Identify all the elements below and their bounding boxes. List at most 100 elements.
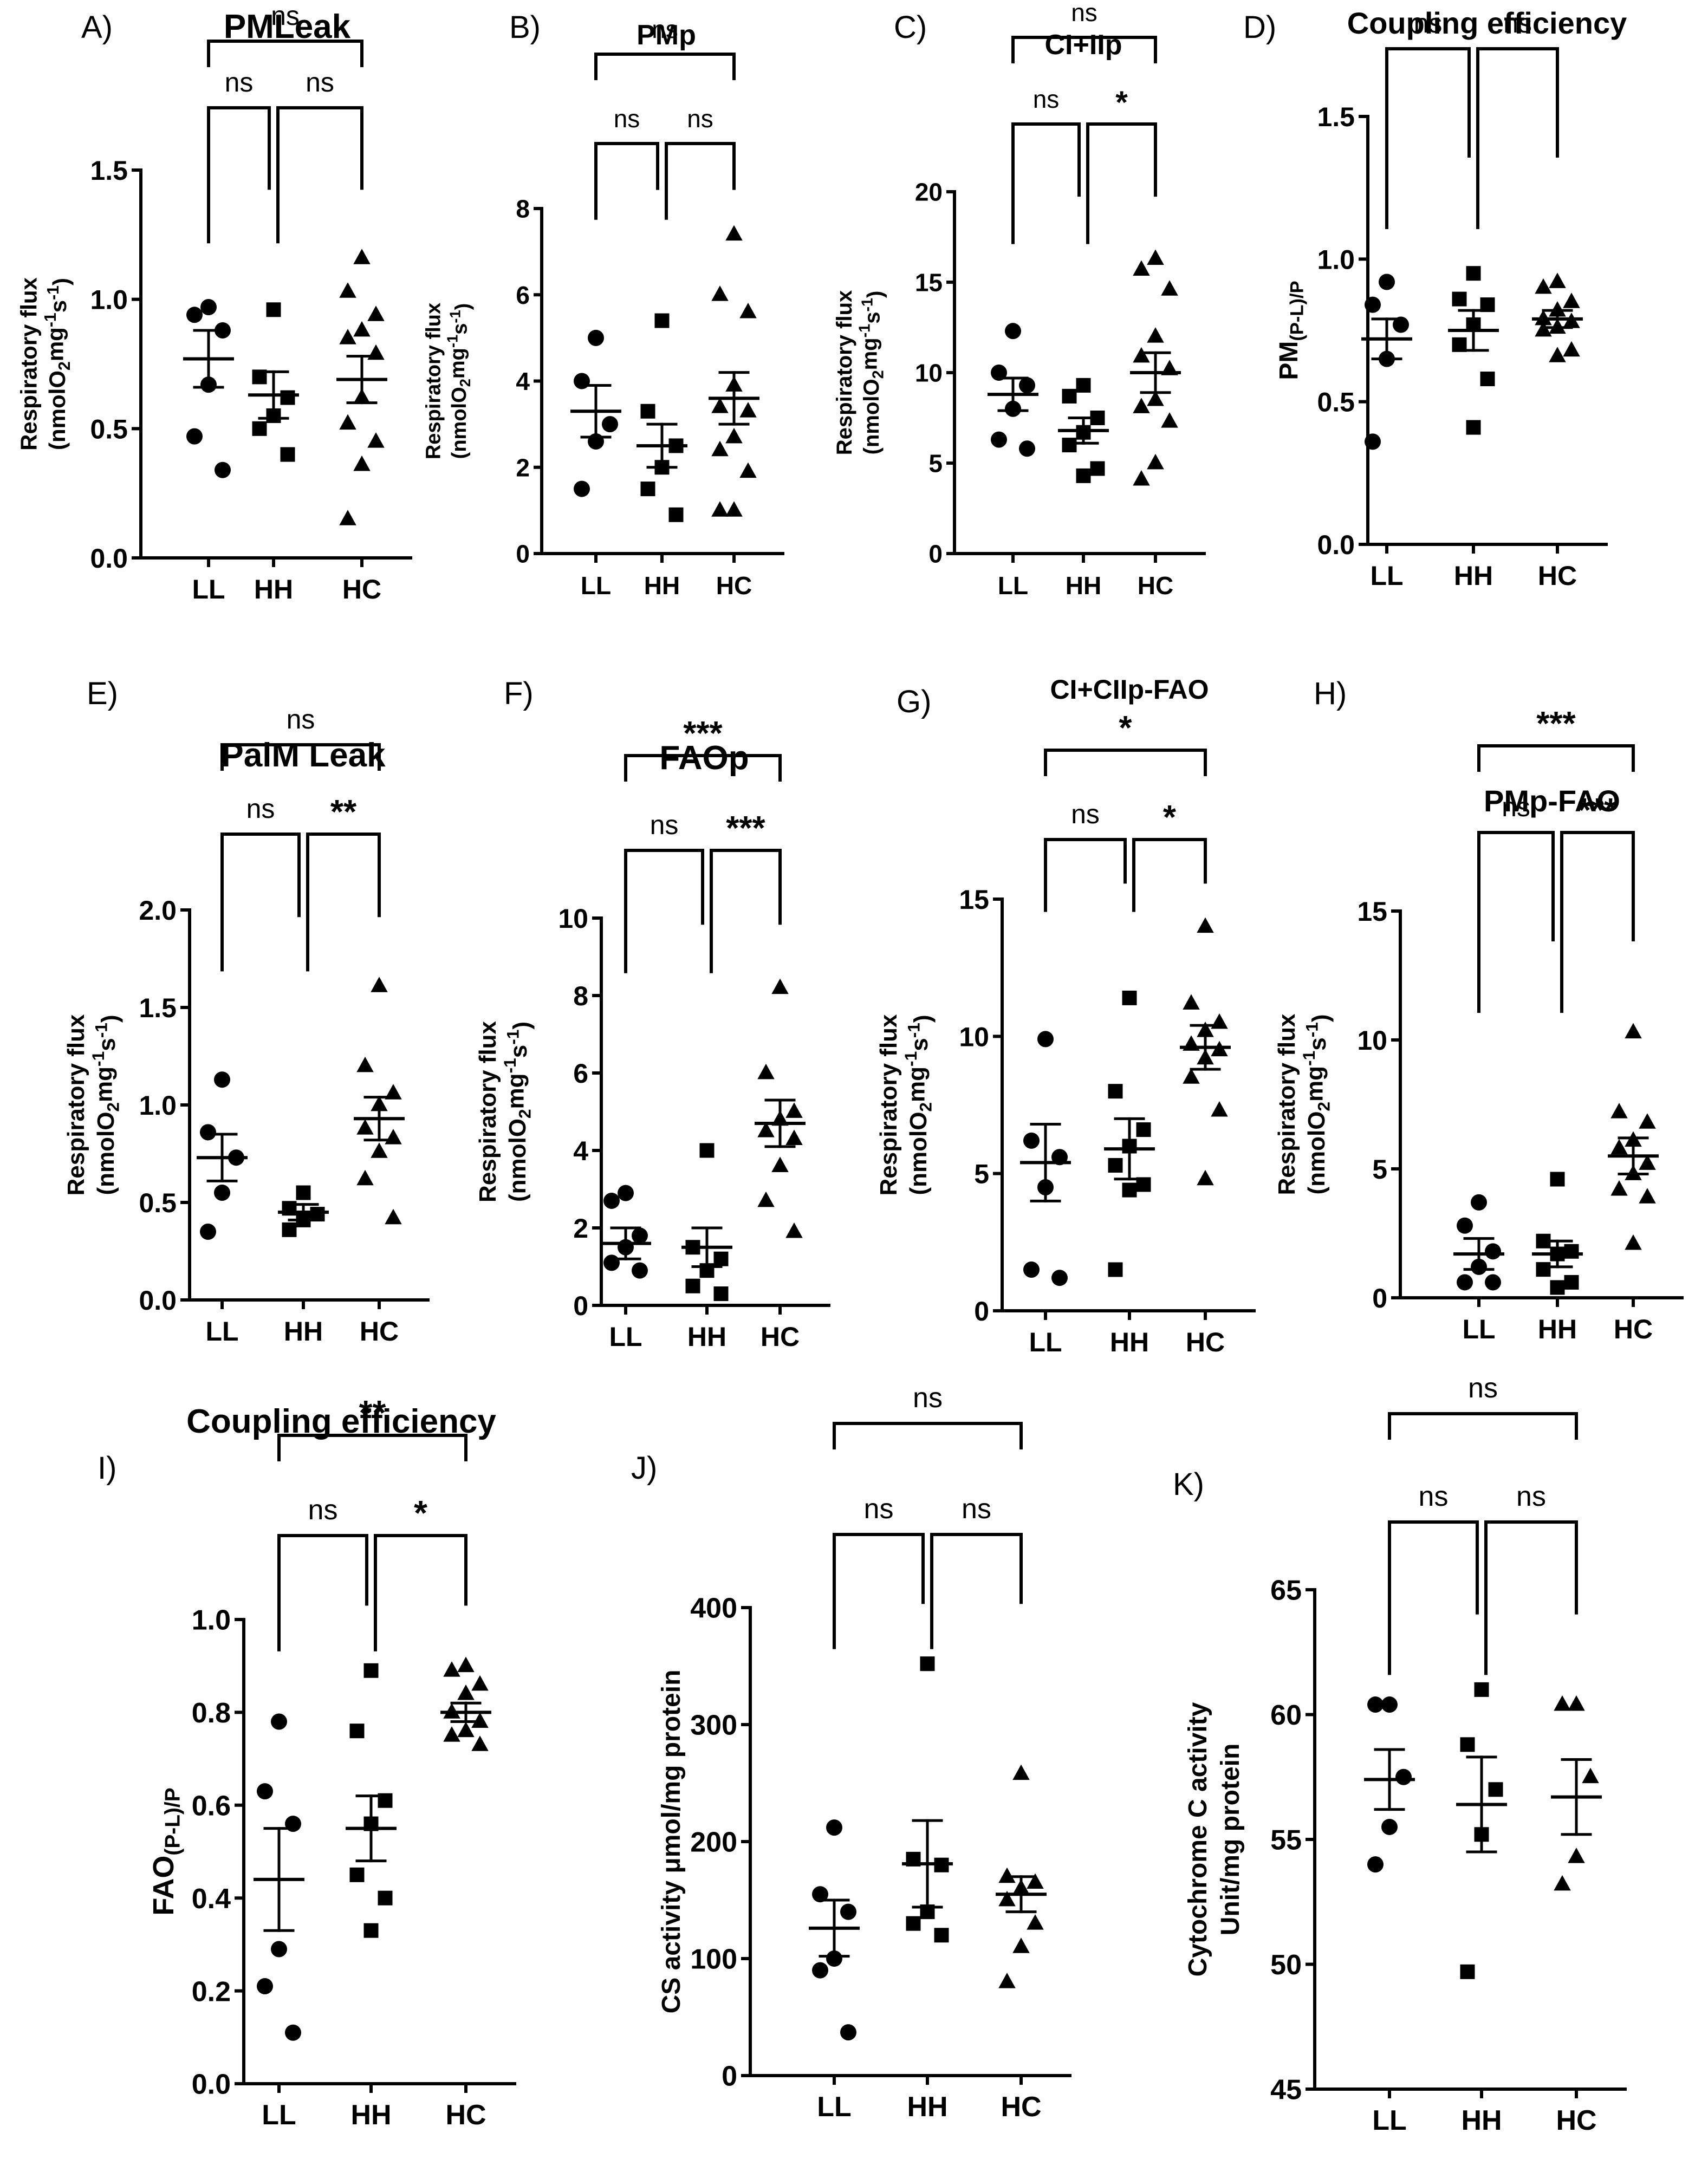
data-point — [1147, 327, 1164, 343]
significance-label: ns — [1071, 0, 1097, 27]
significance-label: ns — [271, 1, 300, 31]
data-point — [1480, 372, 1495, 387]
data-point — [1536, 1262, 1551, 1277]
significance-label: * — [1115, 85, 1128, 120]
data-point — [356, 1169, 374, 1186]
data-point — [1639, 1188, 1656, 1204]
y-axis-label: (nmolO2mg-1s-1) — [856, 291, 887, 455]
data-point — [471, 1675, 489, 1691]
data-point — [1381, 1818, 1398, 1835]
y-axis-label: Respiratory flux — [423, 303, 445, 459]
y-tick-label: 4 — [516, 367, 530, 395]
significance-bracket: ** — [277, 1393, 467, 1461]
data-point — [771, 978, 789, 994]
data-point — [1625, 1234, 1642, 1250]
data-point — [1568, 1848, 1585, 1863]
data-point — [826, 1819, 842, 1836]
x-tick-label: LL — [1370, 561, 1403, 591]
x-tick-label: HC — [342, 574, 381, 604]
significance-label: ns — [614, 105, 640, 133]
y-axis-label: Respiratory flux — [833, 290, 856, 456]
data-point — [1485, 1274, 1501, 1291]
y-tick-label: 6 — [573, 1058, 588, 1089]
y-axis-label: (nmolO2mg-1s-1) — [901, 1015, 936, 1195]
data-point — [826, 1950, 842, 1967]
data-point — [443, 1726, 460, 1742]
significance-bracket: *** — [710, 810, 782, 973]
x-tick-label: HH — [350, 2099, 391, 2131]
data-point — [186, 428, 203, 445]
x-tick-label: LL — [609, 1322, 642, 1352]
significance-bracket: ns — [594, 15, 736, 80]
data-point — [1122, 990, 1137, 1005]
data-point — [725, 501, 743, 517]
x-tick-label: HC — [761, 1322, 800, 1352]
data-point — [200, 1124, 216, 1141]
data-point — [378, 1890, 393, 1906]
y-tick-label: 1.0 — [1317, 244, 1355, 275]
y-tick-label: 20 — [915, 178, 943, 206]
panel-d: D) Coupling efficiency 0.0 0.5 1.0 1.5 LL HH HC P… — [1243, 6, 1627, 591]
x-tick-label: HH — [1454, 561, 1493, 591]
significance-bracket: ns — [1388, 1481, 1479, 1675]
y-tick-label: 5 — [974, 1159, 989, 1189]
y-tick-label: 2.0 — [139, 895, 177, 926]
significance-bracket: ns — [930, 1493, 1023, 1649]
significance-bracket: ns — [833, 1382, 1023, 1449]
data-point — [1610, 1139, 1628, 1155]
data-point — [1108, 1084, 1123, 1099]
significance-bracket: ** — [306, 794, 381, 972]
panel-label: I) — [98, 1451, 116, 1486]
data-point — [214, 1071, 230, 1088]
data-point — [1019, 377, 1035, 394]
data-point — [1554, 1695, 1571, 1711]
panel-label: A) — [81, 10, 113, 45]
data-point — [725, 225, 743, 241]
significance-label: ns — [687, 105, 713, 133]
data-point — [356, 1056, 374, 1072]
data-point — [603, 1254, 620, 1271]
significance-label: ns — [1419, 1481, 1449, 1512]
y-tick-label: 2 — [516, 453, 530, 482]
data-point — [1133, 470, 1150, 486]
x-tick-label: LL — [1372, 2105, 1407, 2136]
data-point — [353, 456, 371, 471]
panel-h: H) PMp-FAO 0 5 10 15 LL HH HC Respiratory flux (nm… — [1274, 676, 1684, 1344]
data-point — [1535, 278, 1552, 294]
significance-bracket: ns — [624, 810, 704, 973]
y-tick-label: 10 — [1357, 1025, 1387, 1056]
y-tick-label: 0 — [722, 2061, 737, 2092]
x-tick-label: LL — [262, 2099, 296, 2131]
y-tick-label: 0.4 — [192, 1883, 231, 1915]
data-point — [349, 1867, 365, 1882]
data-point — [186, 307, 203, 323]
y-tick-label: 6 — [516, 281, 530, 309]
y-axis-label: (nmolO2mg-1s-1) — [42, 278, 74, 450]
y-tick-label: 2 — [573, 1213, 588, 1244]
significance-bracket: ns — [1476, 8, 1559, 229]
data-point — [1062, 388, 1077, 404]
data-point — [214, 1185, 230, 1201]
significance-label: ns — [287, 704, 315, 734]
data-point — [1147, 391, 1164, 406]
y-tick-label: 0.0 — [1317, 530, 1355, 560]
data-point — [920, 1656, 935, 1672]
y-tick-label: 1.0 — [192, 1605, 231, 1636]
significance-label: ns — [308, 1494, 338, 1526]
data-point — [1365, 433, 1381, 450]
significance-bracket: ns — [1477, 792, 1555, 1013]
data-point — [257, 1978, 273, 1995]
x-tick-label: HC — [445, 2099, 486, 2131]
data-point — [349, 1724, 365, 1739]
y-tick-label: 0 — [974, 1296, 989, 1326]
data-point — [725, 427, 743, 444]
data-point — [457, 1685, 475, 1700]
y-tick-label: 5 — [928, 450, 943, 478]
panel-j: J) 0 100 200 300 400 LL HH HC CS activity μmol/mg… — [631, 1382, 1071, 2123]
y-tick-label: 8 — [516, 195, 530, 223]
data-point — [1379, 274, 1395, 290]
data-point — [1023, 1132, 1040, 1149]
significance-label: ns — [650, 810, 679, 840]
data-point — [1133, 260, 1150, 276]
data-point — [640, 404, 655, 419]
